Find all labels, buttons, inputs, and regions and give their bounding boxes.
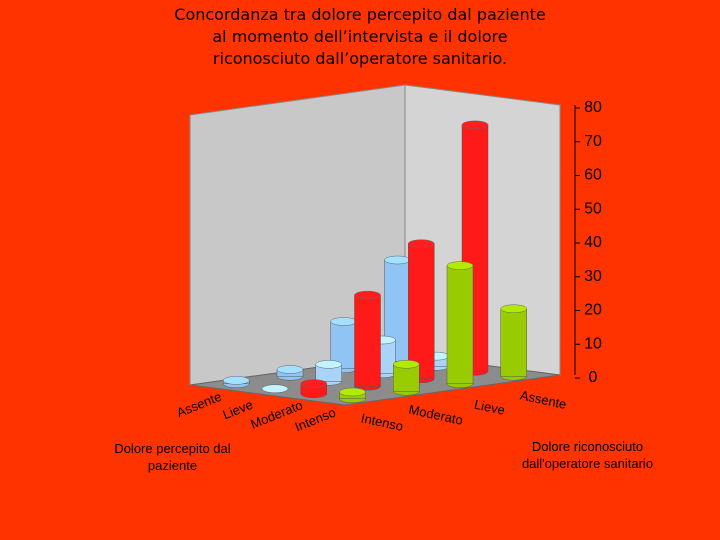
category-label: Assente (519, 387, 568, 411)
cylinder-top (408, 239, 435, 248)
y-tick-label: 10 (584, 335, 602, 352)
category-label: Moderato (407, 402, 464, 428)
category-label: Lieve (473, 397, 507, 418)
chart-title: Concordanza tra dolore percepito dal paz… (174, 5, 546, 68)
cylinder (393, 364, 420, 392)
y-tick-label: 0 (589, 369, 598, 386)
cylinder (446, 265, 474, 384)
cylinder-top (354, 290, 381, 300)
cylinder-top (300, 379, 327, 388)
y-tick-label: 60 (584, 167, 602, 184)
y-tick-label: 50 (584, 200, 602, 217)
y-tick-label: 70 (584, 133, 602, 150)
category-axis-title: Dolore riconosciuto dall'operatore sanit… (521, 439, 654, 471)
series-axis-title: Dolore percepito dal paziente (114, 441, 231, 473)
cylinder-top (446, 261, 474, 270)
cylinder-top (261, 384, 289, 393)
cylinder-top (500, 304, 527, 313)
series-label: Assente (174, 389, 223, 421)
category-label: Intenso (360, 410, 405, 434)
cylinder-top (384, 255, 411, 265)
cylinder-top (461, 120, 489, 130)
y-tick-label: 80 (584, 99, 602, 116)
cylinder-top (393, 360, 420, 369)
cylinder-top (339, 387, 366, 397)
cylinder (354, 294, 381, 387)
cylinder (408, 243, 435, 379)
cylinder-top (315, 360, 342, 369)
y-tick-label: 30 (584, 268, 602, 285)
cylinder-top (330, 317, 357, 326)
cylinder-top (276, 365, 304, 374)
y-tick-label: 20 (584, 302, 602, 319)
y-tick-label: 40 (584, 234, 602, 251)
cylinder (500, 308, 527, 377)
cylinder-top (223, 376, 250, 385)
